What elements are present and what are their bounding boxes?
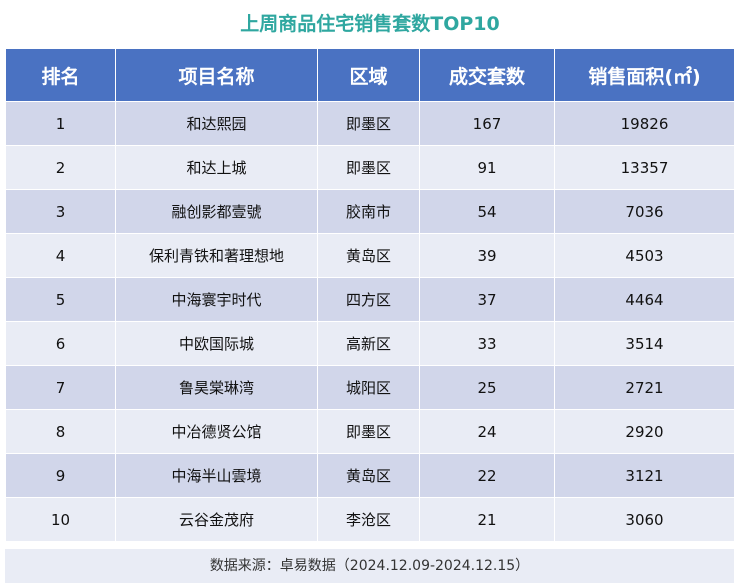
data-source-note: 数据来源：卓易数据（2024.12.09-2024.12.15） [5,549,734,583]
project-name-cell: 中海半山雲境 [115,453,318,498]
rank-cell: 1 [5,101,116,146]
sales-area-cell: 3514 [554,321,735,366]
project-name-cell: 鲁昊棠琳湾 [115,365,318,410]
units-sold-cell: 39 [419,233,555,278]
rank-cell: 3 [5,189,116,234]
project-name-cell: 云谷金茂府 [115,497,318,542]
district-cell: 即墨区 [317,145,420,190]
sales-area-cell: 13357 [554,145,735,190]
units-sold-cell: 91 [419,145,555,190]
sales-area-cell: 19826 [554,101,735,146]
units-sold-cell: 25 [419,365,555,410]
units-sold-cell: 37 [419,277,555,322]
table-row: 5 中海寰宇时代 四方区 37 4464 [5,277,735,322]
sales-area-cell: 4503 [554,233,735,278]
project-name-cell: 和达上城 [115,145,318,190]
project-name-cell: 融创影都壹號 [115,189,318,234]
rank-cell: 6 [5,321,116,366]
district-cell: 即墨区 [317,101,420,146]
table-row: 1 和达熙园 即墨区 167 19826 [5,101,735,146]
rank-cell: 8 [5,409,116,454]
rank-cell: 4 [5,233,116,278]
district-cell: 城阳区 [317,365,420,410]
table-row: 8 中冶德贤公馆 即墨区 24 2920 [5,409,735,454]
header-sales-area: 销售面积(㎡) [554,48,735,102]
project-name-cell: 和达熙园 [115,101,318,146]
district-cell: 四方区 [317,277,420,322]
sales-area-cell: 3060 [554,497,735,542]
project-name-cell: 保利青铁和著理想地 [115,233,318,278]
header-rank: 排名 [5,48,116,102]
header-row: 排名 项目名称 区域 成交套数 销售面积(㎡) [5,48,735,102]
table-row: 6 中欧国际城 高新区 33 3514 [5,321,735,366]
district-cell: 黄岛区 [317,233,420,278]
units-sold-cell: 22 [419,453,555,498]
district-cell: 李沧区 [317,497,420,542]
rank-cell: 7 [5,365,116,410]
units-sold-cell: 21 [419,497,555,542]
units-sold-cell: 33 [419,321,555,366]
ranking-table: 排名 项目名称 区域 成交套数 销售面积(㎡) 1 和达熙园 即墨区 167 19826… [5,48,735,542]
sales-area-cell: 4464 [554,277,735,322]
table-row: 4 保利青铁和著理想地 黄岛区 39 4503 [5,233,735,278]
district-cell: 即墨区 [317,409,420,454]
project-name-cell: 中海寰宇时代 [115,277,318,322]
table-row: 10 云谷金茂府 李沧区 21 3060 [5,497,735,542]
units-sold-cell: 54 [419,189,555,234]
units-sold-cell: 167 [419,101,555,146]
table-row: 7 鲁昊棠琳湾 城阳区 25 2721 [5,365,735,410]
rank-cell: 10 [5,497,116,542]
rank-cell: 5 [5,277,116,322]
project-name-cell: 中欧国际城 [115,321,318,366]
sales-area-cell: 2920 [554,409,735,454]
sales-area-cell: 7036 [554,189,735,234]
table-title: 上周商品住宅销售套数TOP10 [240,13,500,35]
district-cell: 胶南市 [317,189,420,234]
district-cell: 高新区 [317,321,420,366]
sales-area-cell: 2721 [554,365,735,410]
header-district: 区域 [317,48,420,102]
sales-area-cell: 3121 [554,453,735,498]
header-units-sold: 成交套数 [419,48,555,102]
table-row: 2 和达上城 即墨区 91 13357 [5,145,735,190]
units-sold-cell: 24 [419,409,555,454]
district-cell: 黄岛区 [317,453,420,498]
header-project-name: 项目名称 [115,48,318,102]
rank-cell: 2 [5,145,116,190]
table-row: 9 中海半山雲境 黄岛区 22 3121 [5,453,735,498]
table-row: 3 融创影都壹號 胶南市 54 7036 [5,189,735,234]
rank-cell: 9 [5,453,116,498]
project-name-cell: 中冶德贤公馆 [115,409,318,454]
table-body: 1 和达熙园 即墨区 167 19826 2 和达上城 即墨区 91 13357 3 融创影都壹號 胶南… [5,101,735,542]
